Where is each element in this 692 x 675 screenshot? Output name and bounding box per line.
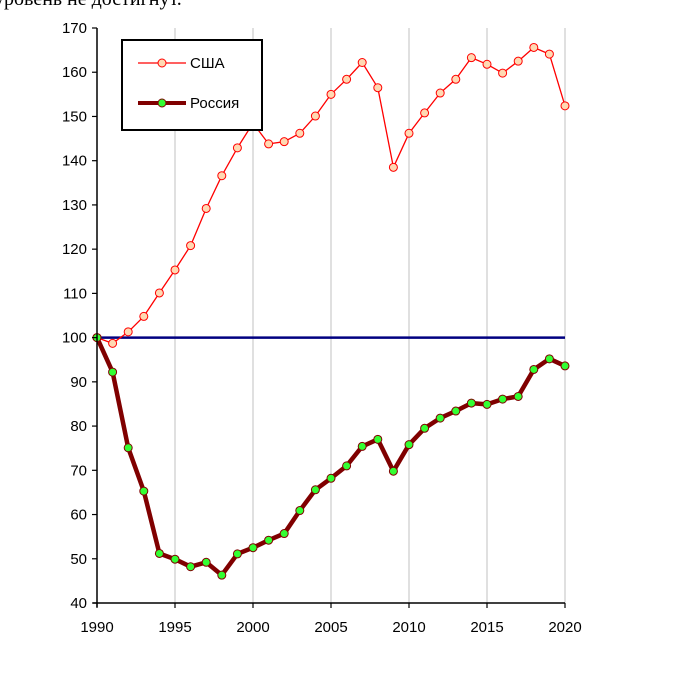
y-tick-labels: 40 50 60 70 80 90 100 110 120 130 140 150 160 170 [62,20,87,612]
y-tick-label-150: 150 [62,108,87,125]
point-usa-2016 [498,68,508,78]
legend-marker-usa [157,58,167,68]
point-usa-1992 [123,327,133,337]
point-russia-2007 [357,441,367,451]
point-russia-2001 [264,535,274,545]
y-tick-label-120: 120 [62,241,87,258]
point-russia-1999 [232,549,242,559]
point-usa-2013 [451,74,461,84]
point-russia-2000 [248,543,258,553]
y-tick-label-50: 50 [70,551,87,568]
y-tick-label-160: 160 [62,64,87,81]
legend-marker-russia [157,98,167,108]
point-usa-2008 [373,83,383,93]
point-usa-2020 [560,101,570,111]
point-usa-2002 [279,137,289,147]
point-russia-2020 [560,361,570,371]
point-usa-2004 [310,111,320,121]
point-russia-2016 [498,394,508,404]
point-usa-2003 [295,128,305,138]
point-usa-2012 [435,88,445,98]
point-russia-1996 [186,562,196,572]
point-usa-2005 [326,89,336,99]
point-russia-2004 [310,485,320,495]
y-tick-label-110: 110 [63,285,87,302]
point-usa-2001 [264,139,274,149]
point-usa-1998 [217,171,227,181]
point-russia-2015 [482,399,492,409]
point-russia-2017 [513,391,523,401]
x-tick-label-1995: 1995 [158,619,191,636]
point-russia-2009 [388,466,398,476]
point-usa-2007 [357,58,367,67]
point-usa-2010 [404,128,414,138]
x-tick-label-1990: 1990 [80,619,113,636]
point-usa-1996 [186,241,196,251]
point-usa-1999 [232,143,242,153]
x-tick-labels: 1990 1995 2000 2005 2010 2015 2020 [80,619,581,636]
y-tick-label-90: 90 [70,374,87,391]
x-tick-label-2000: 2000 [236,619,269,636]
point-usa-2006 [342,74,352,84]
point-russia-2008 [373,434,383,444]
point-russia-2011 [420,423,430,433]
point-russia-2006 [342,461,352,471]
point-russia-1998 [217,570,227,580]
x-tick-label-2020: 2020 [548,619,581,636]
point-usa-1995 [170,265,180,275]
point-russia-2003 [295,506,305,516]
y-tick-label-100: 100 [62,330,87,347]
point-usa-2011 [420,108,430,118]
x-tick-label-2005: 2005 [314,619,347,636]
point-russia-2013 [451,406,461,416]
point-usa-2009 [388,162,398,172]
point-usa-1994 [154,288,164,298]
point-usa-1993 [139,311,149,321]
point-usa-1997 [201,203,211,213]
point-russia-1992 [123,443,133,453]
point-usa-2017 [513,56,523,66]
x-tick-label-2010: 2010 [392,619,425,636]
point-russia-1993 [139,486,149,496]
y-tick-label-170: 170 [62,20,87,37]
legend-label-russia: Россия [190,95,239,112]
point-russia-2014 [466,398,476,408]
legend: США Россия [121,39,263,131]
y-tick-label-130: 130 [62,197,87,214]
y-tick-label-140: 140 [62,153,87,170]
truncated-caption-text: уровень не достигнут. [0,0,182,11]
x-tick-label-2015: 2015 [470,619,503,636]
point-usa-2015 [482,59,492,69]
axes [92,27,566,608]
point-usa-2018 [529,42,539,52]
y-tick-label-80: 80 [70,418,87,435]
point-russia-2018 [529,364,539,374]
point-russia-1991 [108,367,118,377]
y-tick-label-60: 60 [70,507,87,524]
point-usa-2019 [544,49,554,59]
point-russia-1997 [201,557,211,567]
legend-box [121,39,263,131]
y-tick-label-70: 70 [70,462,87,479]
point-russia-2010 [404,440,414,450]
point-usa-2014 [466,53,476,63]
legend-label-usa: США [190,55,225,72]
point-russia-2002 [279,529,289,539]
point-russia-1995 [170,554,180,564]
point-russia-2012 [435,413,445,423]
point-russia-1994 [154,548,164,558]
point-russia-2005 [326,473,336,483]
y-tick-label-40: 40 [70,595,87,612]
point-usa-1991 [108,338,118,348]
point-russia-2019 [544,354,554,364]
